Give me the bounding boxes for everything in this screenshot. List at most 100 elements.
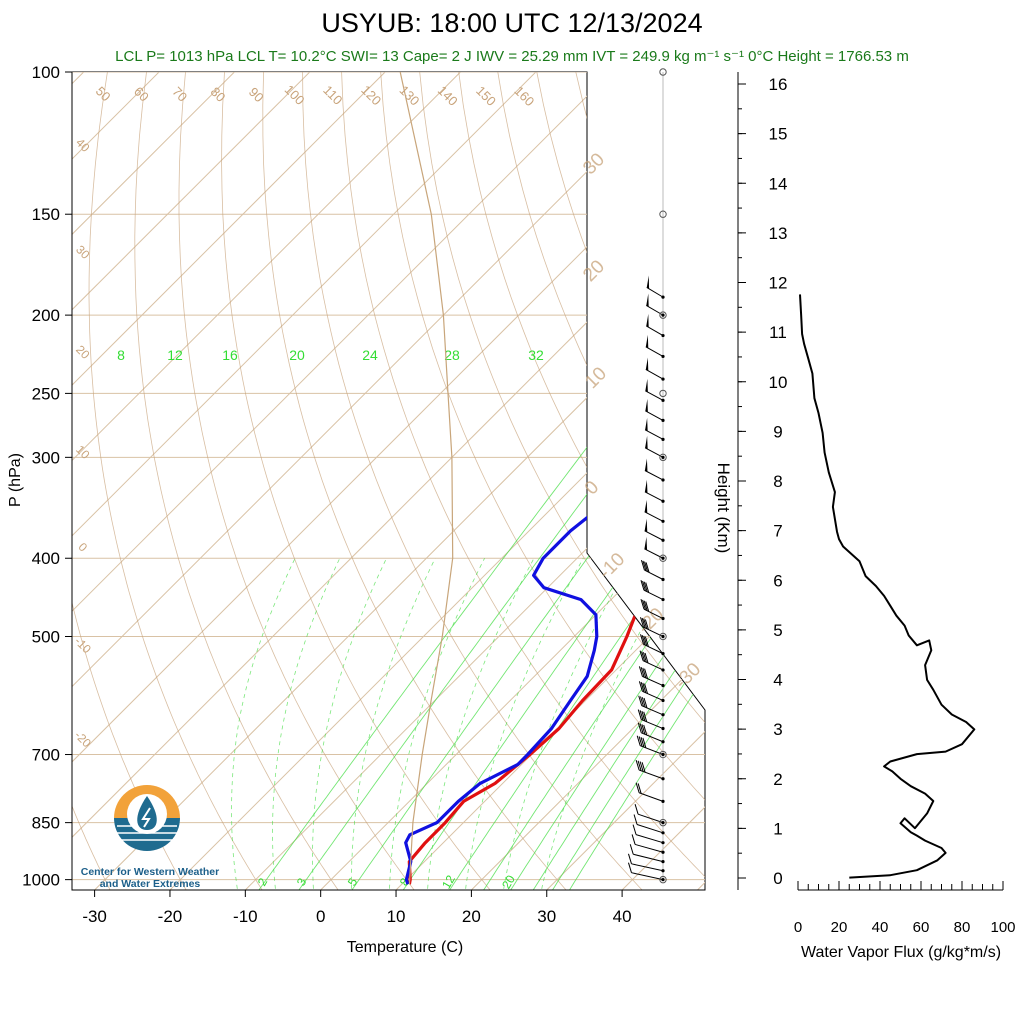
dry-adiabat-line bbox=[88, 72, 267, 890]
wind-barb bbox=[642, 660, 664, 671]
dry-adiabat-label: -10 bbox=[72, 634, 94, 656]
barb-flag bbox=[641, 617, 646, 629]
barb-pennant bbox=[646, 275, 650, 289]
x-tick-label: -10 bbox=[233, 907, 258, 926]
isotherm-line bbox=[72, 72, 537, 890]
barb-flag bbox=[639, 710, 644, 721]
moist-adiabat-line bbox=[351, 558, 436, 890]
mixing-ratio-line bbox=[506, 314, 705, 890]
wind-barb bbox=[644, 429, 664, 440]
skewt-background-lines bbox=[72, 72, 1024, 897]
barb-flag bbox=[638, 666, 643, 677]
height-marker-circle bbox=[659, 632, 667, 641]
isotherm-line bbox=[72, 72, 705, 890]
barb-flag bbox=[641, 697, 646, 708]
x-tick-label: 10 bbox=[387, 907, 406, 926]
barb-pennant bbox=[645, 398, 648, 413]
isotherm-label: 80 bbox=[208, 84, 229, 105]
isotherm-line bbox=[72, 72, 235, 890]
isotherm-line bbox=[621, 72, 705, 890]
wind-barb bbox=[636, 824, 664, 834]
mixing-ratio-label: 32 bbox=[528, 347, 544, 363]
barb-flag bbox=[645, 601, 650, 612]
dry-adiabat-line bbox=[458, 72, 705, 890]
parcel-profile-line bbox=[399, 72, 454, 885]
dry-adiabat-line bbox=[72, 72, 191, 890]
wind-barb bbox=[641, 732, 664, 743]
barb-flag bbox=[634, 804, 639, 815]
moist-adiabat-label: 0 bbox=[581, 477, 603, 499]
isotherm-line bbox=[773, 72, 1024, 890]
height-marker-circle bbox=[659, 210, 667, 218]
height-tick-label: 7 bbox=[773, 522, 782, 541]
x-tick-label: -20 bbox=[158, 907, 183, 926]
moist-adiabat-label: 10 bbox=[581, 363, 611, 393]
barb-flag bbox=[642, 599, 647, 611]
isotherm-label: 60 bbox=[131, 84, 152, 105]
barb-flag bbox=[641, 724, 646, 735]
mixing-ratio-label: 20 bbox=[499, 872, 518, 891]
barb-pennant bbox=[646, 293, 649, 307]
dry-adiabat-label: 20 bbox=[73, 342, 93, 362]
barb-flag bbox=[643, 635, 648, 647]
isotherm-label: 130 bbox=[397, 83, 423, 109]
isotherm-line bbox=[169, 72, 705, 890]
barb-flag bbox=[627, 853, 632, 864]
dry-adiabat-label: -20 bbox=[72, 728, 94, 750]
y-axis-label: P (hPa) bbox=[7, 453, 24, 507]
mixing-ratio-label: 20 bbox=[289, 347, 305, 363]
moist-adiabat-line bbox=[501, 558, 634, 890]
isotherm-line bbox=[320, 72, 705, 890]
height-tick-label: 11 bbox=[769, 323, 787, 342]
dry-adiabat-line bbox=[419, 72, 705, 890]
barb-flag bbox=[643, 600, 648, 611]
dry-adiabat-line bbox=[692, 72, 705, 890]
barb-flag bbox=[640, 634, 644, 645]
wind-barb bbox=[645, 390, 664, 401]
flux-x-tick-label: 20 bbox=[831, 919, 848, 936]
isotherm-line bbox=[72, 72, 461, 890]
y-tick-label: 700 bbox=[32, 746, 60, 765]
mixing-ratio-label: 28 bbox=[444, 347, 460, 363]
dry-adiabat-line bbox=[849, 72, 1024, 897]
skewt-series bbox=[399, 72, 705, 885]
barb-flag bbox=[637, 783, 642, 794]
moist-adiabat-line bbox=[231, 558, 296, 890]
dry-adiabat-line bbox=[614, 72, 705, 890]
isotherm-label: 120 bbox=[358, 82, 384, 108]
isotherm-label: 70 bbox=[169, 84, 190, 105]
wind-barb bbox=[634, 843, 664, 853]
barb-flag bbox=[629, 844, 634, 855]
height-marker-circle bbox=[659, 554, 667, 562]
wind-barb bbox=[641, 719, 664, 729]
dry-adiabat-line bbox=[72, 72, 114, 890]
mixing-ratio-label: 3 bbox=[294, 875, 310, 888]
wind-barb bbox=[645, 346, 664, 357]
dry-adiabat-line bbox=[341, 72, 705, 890]
water-vapor-flux-line bbox=[799, 294, 976, 879]
moist-adiabat-line bbox=[388, 558, 485, 890]
y-tick-label: 400 bbox=[32, 549, 60, 568]
height-tick-label: 2 bbox=[773, 770, 782, 789]
x-tick-label: 30 bbox=[537, 907, 556, 926]
dry-adiabat-label: 0 bbox=[76, 540, 91, 555]
mixing-ratio-line bbox=[528, 314, 705, 890]
mixing-ratio-label: 8 bbox=[117, 347, 125, 363]
barb-station-dot bbox=[661, 869, 665, 873]
y-tick-label: 1000 bbox=[22, 871, 60, 890]
height-marker-circle bbox=[659, 750, 667, 759]
barb-flag bbox=[643, 618, 648, 629]
flux-y-axis-label: Height (Km) bbox=[714, 463, 733, 554]
barb-flag bbox=[635, 759, 640, 771]
wind-barb bbox=[635, 834, 664, 844]
skewt-frame bbox=[71, 71, 706, 891]
moist-adiabat-line bbox=[464, 558, 584, 890]
barb-flag bbox=[641, 710, 646, 722]
barb-flag bbox=[640, 737, 645, 748]
barb-flag bbox=[641, 634, 646, 646]
skewt-border bbox=[71, 71, 706, 891]
wind-barb bbox=[645, 410, 664, 421]
barb-flag bbox=[644, 668, 649, 679]
